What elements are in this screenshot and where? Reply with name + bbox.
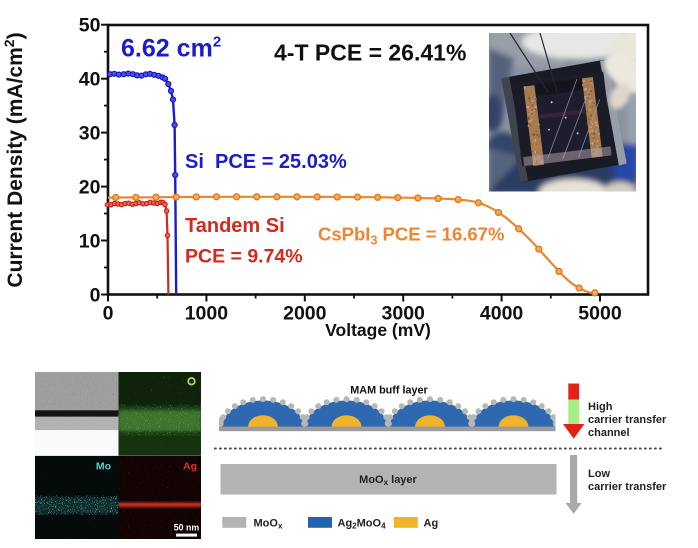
svg-text:Tandem Si: Tandem Si [185, 215, 285, 237]
svg-text:MoOx layer: MoOx layer [359, 474, 417, 487]
svg-text:carrier transfer: carrier transfer [588, 414, 667, 426]
svg-text:CsPbI3 PCE = 16.67%: CsPbI3 PCE = 16.67% [318, 224, 504, 248]
svg-text:3000: 3000 [382, 303, 426, 325]
svg-text:30: 30 [79, 123, 101, 145]
svg-text:4-T PCE = 26.41%: 4-T PCE = 26.41% [274, 40, 466, 66]
svg-text:Current Density (mA/cm2): Current Density (mA/cm2) [1, 32, 27, 287]
svg-text:carrier transfer: carrier transfer [588, 481, 667, 493]
svg-text:High: High [588, 401, 613, 413]
svg-text:channel: channel [588, 427, 630, 439]
svg-text:MoOx: MoOx [254, 518, 283, 531]
svg-text:2000: 2000 [283, 303, 327, 325]
svg-text:50: 50 [79, 15, 101, 37]
svg-text:MAM buff layer: MAM buff layer [350, 385, 428, 397]
svg-text:Ag: Ag [424, 518, 439, 530]
svg-text:Mo: Mo [96, 461, 111, 473]
svg-text:40: 40 [79, 69, 101, 91]
svg-text:0: 0 [103, 303, 114, 325]
svg-text:Voltage (mV): Voltage (mV) [325, 320, 431, 340]
svg-text:4000: 4000 [480, 303, 524, 325]
svg-text:10: 10 [79, 230, 101, 252]
svg-text:1000: 1000 [185, 303, 229, 325]
svg-text:0: 0 [90, 284, 101, 306]
svg-text:Si PCE = 25.03%: Si PCE = 25.03% [185, 151, 347, 173]
svg-text:PCE = 9.74%: PCE = 9.74% [185, 246, 303, 268]
svg-text:50 nm: 50 nm [174, 523, 200, 533]
svg-text:Ag: Ag [183, 461, 197, 473]
svg-text:Ag2MoO4: Ag2MoO4 [338, 518, 387, 531]
svg-text:20: 20 [79, 177, 101, 199]
svg-text:Low: Low [588, 468, 610, 480]
svg-text:5000: 5000 [578, 303, 622, 325]
